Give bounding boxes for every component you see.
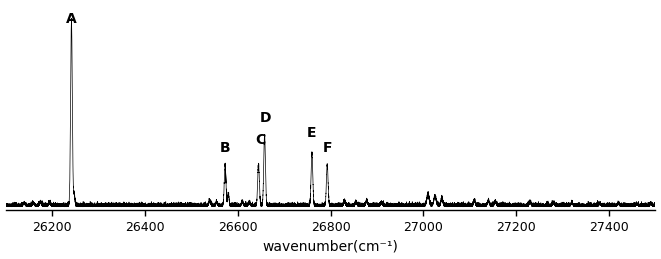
Text: C: C: [255, 133, 265, 147]
Text: E: E: [307, 126, 317, 140]
Text: A: A: [66, 12, 77, 26]
Text: D: D: [260, 111, 271, 125]
Text: F: F: [323, 141, 332, 155]
X-axis label: wavenumber(cm⁻¹): wavenumber(cm⁻¹): [262, 239, 399, 254]
Text: B: B: [220, 141, 231, 155]
